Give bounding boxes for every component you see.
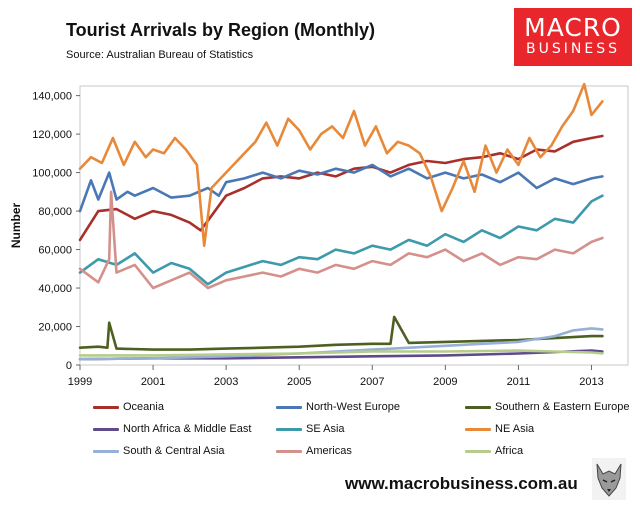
x-tick-label: 1999	[68, 376, 92, 388]
legend-swatch	[276, 449, 302, 453]
legend-item: Africa	[465, 445, 523, 461]
y-tick-label: 100,000	[32, 168, 72, 180]
series-line-oceania	[78, 134, 604, 242]
legend-item: Southern & Eastern Europe	[465, 401, 630, 417]
y-tick-label: 20,000	[38, 322, 72, 334]
x-tick-label: 2013	[579, 376, 603, 388]
website-link[interactable]: www.macrobusiness.com.au	[345, 474, 578, 493]
legend-item: North Africa & Middle East	[93, 423, 251, 439]
chart-source: Source: Australian Bureau of Statistics	[66, 49, 254, 61]
series-line-southern-eastern-europe	[78, 315, 604, 351]
series-line-north-west-europe	[78, 163, 604, 213]
legend-label: NE Asia	[495, 423, 535, 436]
series-line-se-asia	[78, 194, 604, 286]
legend-label: North-West Europe	[306, 401, 400, 414]
legend-swatch	[465, 449, 491, 453]
y-tick-label: 40,000	[38, 283, 72, 295]
logo-line-1: MACRO	[524, 13, 622, 42]
chart-title: Tourist Arrivals by Region (Monthly)	[66, 20, 376, 40]
legend-swatch	[93, 405, 119, 409]
macrobusiness-logo[interactable]: MACRO BUSINESS	[514, 8, 632, 66]
logo-line-2: BUSINESS	[526, 41, 620, 57]
legend-swatch	[276, 405, 302, 409]
series-line-ne-asia	[78, 82, 604, 247]
x-tick-label: 2007	[360, 376, 384, 388]
x-tick-label: 2003	[214, 376, 238, 388]
legend-item: South & Central Asia	[93, 445, 225, 461]
fox-icon	[592, 458, 626, 500]
x-tick-label: 2001	[141, 376, 165, 388]
x-tick-label: 2005	[287, 376, 311, 388]
legend-swatch	[465, 427, 491, 431]
y-tick-label: 140,000	[32, 91, 72, 103]
legend-item: North-West Europe	[276, 401, 400, 417]
legend-swatch	[93, 427, 119, 431]
x-tick-label: 2009	[433, 376, 457, 388]
legend-label: SE Asia	[306, 423, 345, 436]
x-tick-label: 2011	[507, 376, 531, 388]
y-axis-label: Number	[9, 203, 23, 249]
legend-label: Africa	[495, 445, 524, 458]
legend-item: NE Asia	[465, 423, 534, 439]
legend-label: Southern & Eastern Europe	[495, 401, 630, 414]
legend-label: Americas	[306, 445, 352, 458]
legend-item: Americas	[276, 445, 352, 461]
legend-swatch	[93, 449, 119, 453]
legend-swatch	[276, 427, 302, 431]
y-tick-label: 0	[66, 360, 72, 372]
series-line-americas	[78, 190, 604, 290]
y-tick-label: 80,000	[38, 206, 72, 218]
plot-area	[79, 85, 629, 366]
series-line-south-central-asia	[78, 327, 604, 361]
legend-label: South & Central Asia	[123, 445, 225, 458]
legend-label: North Africa & Middle East	[123, 423, 252, 436]
legend-item: Oceania	[93, 401, 164, 417]
y-tick-label: 120,000	[32, 129, 72, 141]
y-tick-label: 60,000	[38, 245, 72, 257]
series-line-africa	[78, 349, 604, 357]
legend-item: SE Asia	[276, 423, 345, 439]
legend-label: Oceania	[123, 401, 164, 414]
legend-swatch	[465, 405, 491, 409]
